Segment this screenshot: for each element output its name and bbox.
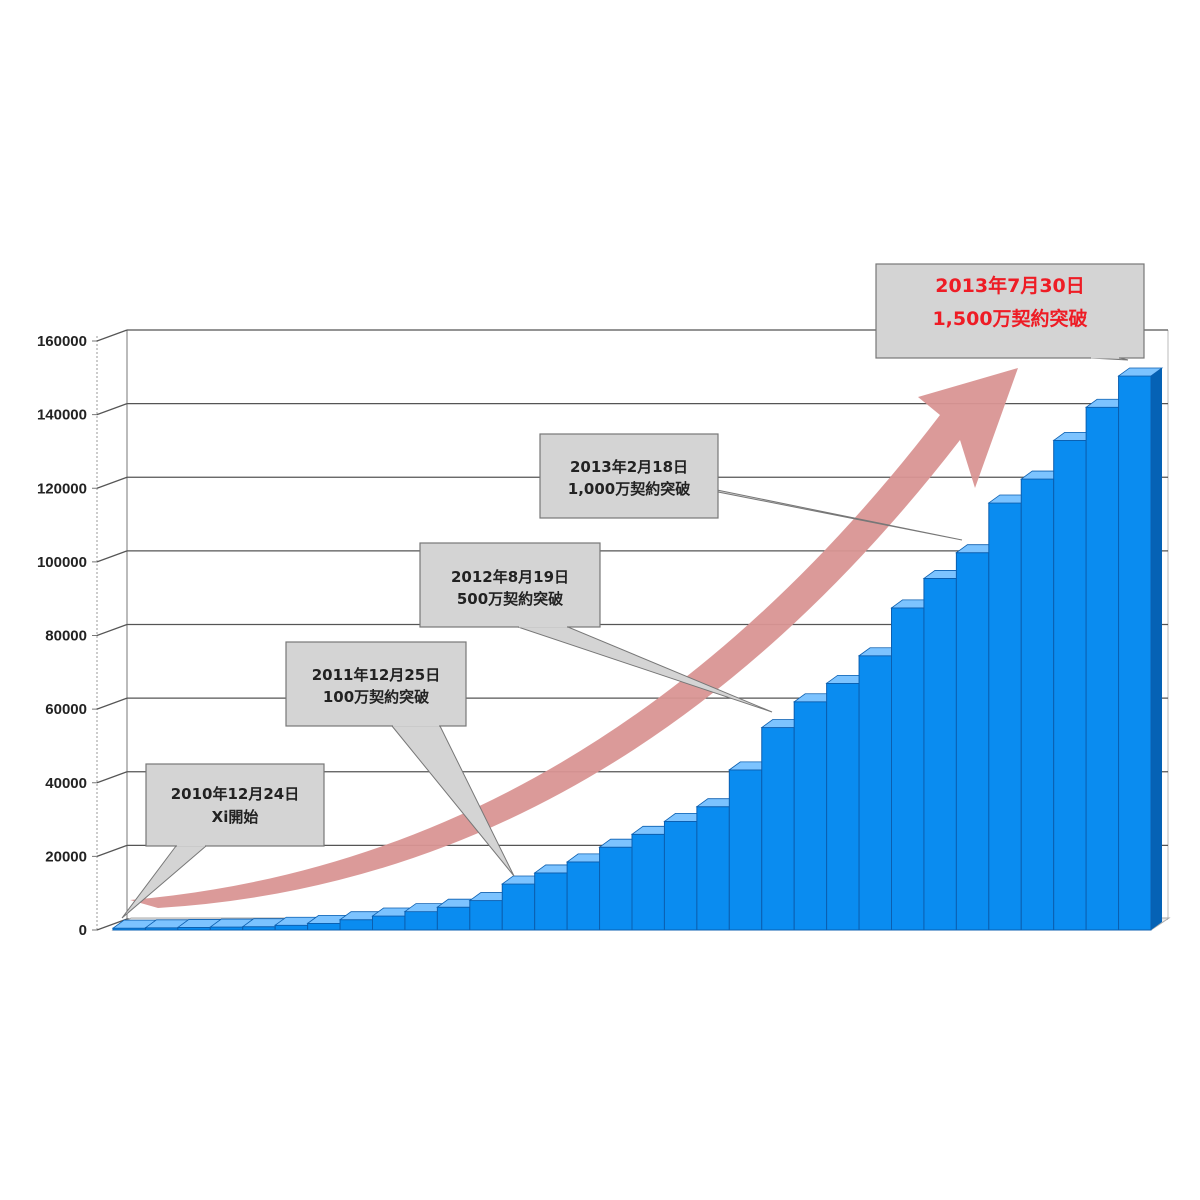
bar-side — [1151, 367, 1162, 930]
bar-front — [826, 682, 860, 931]
bar-front — [696, 806, 730, 931]
bar-front — [566, 861, 601, 931]
callout-box — [539, 433, 719, 519]
y-tick-label: 160000 — [37, 333, 87, 350]
y-axis-ticks: 0 20000 40000 60000 80000 100000 120000 140000 1… — [37, 333, 87, 939]
bar-front — [501, 883, 536, 931]
bar-front — [372, 915, 406, 931]
bar-front — [436, 906, 471, 931]
bar-front — [469, 900, 503, 931]
y-tick-label: 0 — [79, 922, 87, 939]
bar-front — [631, 833, 665, 931]
bar-front — [307, 922, 341, 931]
gridline-diagonal — [96, 550, 128, 563]
gridline-diagonal — [96, 844, 128, 857]
bar-front — [1020, 478, 1055, 931]
callout-4: 2013年2月18日 1,000万契約突破 — [539, 433, 963, 541]
bar-front — [242, 926, 276, 931]
gridline-diagonal — [96, 697, 128, 710]
callouts: 2010年12月24日Xi開始2011年12月25日100万契約突破2012年8… — [121, 263, 1145, 919]
bars — [111, 367, 1164, 931]
y-tick-label: 140000 — [37, 407, 87, 424]
callout-line-1: 2011年12月25日 — [312, 666, 441, 684]
gridline-diagonal — [96, 403, 128, 416]
callout-line-2: Xi開始 — [212, 808, 259, 826]
callout-line-2: 500万契約突破 — [457, 590, 563, 608]
callout-1: 2010年12月24日 Xi開始 — [121, 763, 325, 919]
bar-front — [339, 919, 373, 931]
bar-32 — [1117, 367, 1164, 931]
callout-box — [419, 542, 601, 628]
callout-3: 2012年8月19日 500万契約突破 — [419, 542, 773, 713]
bar-front — [955, 552, 990, 931]
callout-2: 2011年12月25日 100万契約突破 — [285, 641, 515, 877]
y-tick-label: 100000 — [37, 554, 87, 571]
bar-front — [599, 846, 633, 931]
callout-box — [285, 641, 467, 727]
y-tick-label: 60000 — [45, 701, 87, 718]
bar-front — [1053, 439, 1087, 931]
callout-5: 2013年7月30日 1,500万契約突破 — [875, 263, 1145, 361]
callout-box — [145, 763, 325, 847]
y-tick-label: 40000 — [45, 775, 87, 792]
bar-front — [988, 502, 1022, 931]
callout-seam — [668, 478, 718, 493]
bar-front — [534, 872, 568, 931]
bar-front — [209, 926, 244, 931]
gridline-diagonal — [96, 329, 128, 342]
callout-line-1: 2010年12月24日 — [171, 785, 300, 803]
callout-line-1: 2013年7月30日 — [935, 274, 1085, 297]
gridline-diagonal — [96, 771, 128, 784]
callout-line-2: 1,500万契約突破 — [932, 307, 1087, 330]
bar-front — [404, 911, 438, 931]
callout-line-1: 2012年8月19日 — [451, 568, 569, 586]
y-tick-label: 80000 — [45, 628, 87, 645]
bar-front — [761, 727, 795, 931]
bar-front — [858, 655, 892, 931]
callout-line-1: 2013年2月18日 — [570, 458, 688, 476]
callout-line-2: 1,000万契約突破 — [568, 480, 690, 498]
bar-front — [728, 769, 763, 931]
y-tick-label: 20000 — [45, 848, 87, 865]
gridline-diagonal — [96, 918, 128, 931]
bar-front — [1118, 375, 1152, 931]
bar-front — [793, 701, 828, 931]
bar-front — [1085, 406, 1120, 931]
y-tick-label: 120000 — [37, 480, 87, 497]
bar-front — [923, 577, 957, 931]
bar-top — [1117, 367, 1164, 377]
bar-front — [663, 820, 698, 931]
gridline-diagonal — [96, 623, 128, 637]
callout-line-2: 100万契約突破 — [323, 688, 429, 706]
bar-front — [891, 607, 925, 931]
gridline-diagonal — [96, 476, 128, 489]
bar-front — [274, 924, 309, 931]
callout-box — [875, 263, 1145, 359]
